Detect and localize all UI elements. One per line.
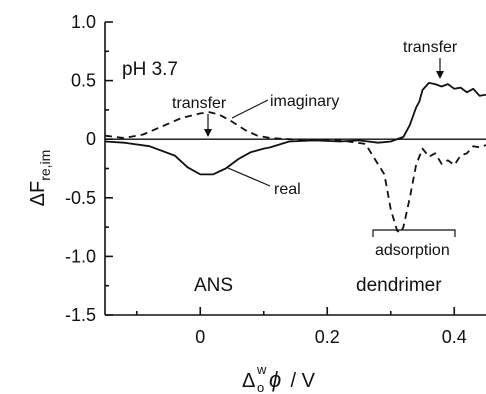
imaginary-label: imaginary bbox=[270, 93, 339, 110]
series-line-imaginary bbox=[104, 111, 486, 234]
x-label-sup: w bbox=[256, 362, 267, 377]
series-line-real bbox=[104, 82, 486, 176]
real-leader bbox=[227, 167, 271, 187]
imaginary-leader bbox=[231, 99, 269, 119]
transfer-arrowhead-left bbox=[204, 129, 212, 137]
y-tick-label: -1.5 bbox=[65, 305, 96, 325]
transfer-arrowhead-right bbox=[436, 71, 444, 79]
y-tick-label: -0.5 bbox=[65, 188, 96, 208]
x-tick-label: 0.2 bbox=[315, 327, 340, 347]
x-label-sub: o bbox=[257, 380, 264, 394]
x-axis-label: Δ w o ϕ / V bbox=[242, 362, 316, 394]
transfer-label-left: transfer bbox=[172, 95, 227, 112]
y-tick-label: -1.0 bbox=[65, 246, 96, 266]
real-label: real bbox=[274, 181, 301, 198]
plot-axes: 1.0 0.5 0 -0.5 -1.0 -1.5 0 0.2 0.4 bbox=[65, 12, 486, 347]
ans-label: ANS bbox=[194, 275, 233, 296]
y-axis-label: ΔFre,im bbox=[27, 150, 53, 207]
x-label-unit: / V bbox=[285, 370, 316, 392]
adsorption-label: adsorption bbox=[375, 242, 450, 259]
x-tick-label: 0.4 bbox=[442, 327, 467, 347]
y-tick-label: 0.5 bbox=[71, 71, 96, 91]
x-tick-label: 0 bbox=[195, 327, 205, 347]
dendrimer-label: dendrimer bbox=[356, 275, 442, 296]
x-label-delta: Δ bbox=[242, 370, 255, 392]
y-tick-label: 0 bbox=[86, 129, 96, 149]
transfer-label-right: transfer bbox=[403, 39, 458, 56]
plot-curves bbox=[104, 82, 486, 234]
x-label-phi: ϕ bbox=[269, 367, 281, 392]
ph-label: pH 3.7 bbox=[122, 59, 178, 80]
y-tick-label: 1.0 bbox=[71, 12, 96, 32]
adsorption-bracket bbox=[372, 229, 456, 237]
